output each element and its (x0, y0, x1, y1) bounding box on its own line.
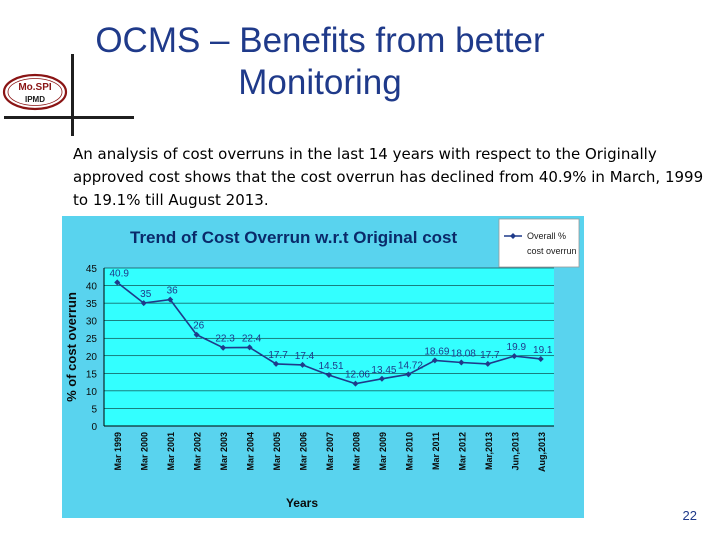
data-label: 36 (167, 286, 179, 297)
data-label: 22.3 (215, 334, 235, 345)
x-tick-label: Mar 2006 (299, 432, 309, 471)
x-tick-labels: Mar 1999 Mar 2000 Mar 2001 Mar 2002 Mar 2003… (113, 432, 547, 472)
y-tick-label: 30 (86, 317, 98, 328)
legend: Overall % cost overrun (498, 218, 580, 268)
legend-marker-swatch (510, 233, 516, 239)
data-point-marker (220, 344, 227, 351)
x-tick-label: Mar 2009 (378, 432, 388, 471)
x-tick-label: Jun,2013 (510, 432, 520, 471)
chart-title: Trend of Cost Overrun w.r.t Original cos… (130, 228, 457, 247)
x-tick-label: Mar 1999 (113, 432, 123, 471)
data-label: 14.72 (398, 360, 423, 371)
data-label: 12.06 (345, 370, 370, 381)
data-label: 19.1 (533, 345, 553, 356)
data-label: 19.9 (507, 342, 527, 353)
x-tick-label: Mar 2001 (166, 432, 176, 471)
x-tick-label: Mar 2004 (246, 432, 256, 471)
data-label: 22.4 (242, 333, 262, 344)
x-tick-label: Mar 2005 (272, 432, 282, 471)
data-point-marker (167, 296, 174, 303)
y-tick-label: 40 (86, 282, 98, 293)
data-label: 40.9 (110, 268, 130, 279)
data-point-marker (114, 279, 121, 286)
title-line-1: OCMS – Benefits from better (95, 21, 545, 60)
cost-overrun-chart: Trend of Cost Overrun w.r.t Original cos… (62, 216, 584, 518)
title-line-2: Monitoring (238, 63, 402, 102)
data-point-marker (140, 300, 147, 307)
data-label: 17.7 (268, 350, 288, 361)
y-axis-title: % of cost overrun (64, 292, 79, 402)
data-point-marker (352, 380, 359, 387)
x-tick-label: Mar 2002 (193, 432, 203, 471)
data-point-marker (378, 375, 385, 382)
data-label: 14.51 (318, 361, 343, 372)
legend-label-line-2: cost overrun (527, 246, 577, 256)
x-tick-label: Mar 2011 (431, 432, 441, 470)
data-label: 17.4 (295, 351, 315, 362)
x-tick-label: Mar 2000 (140, 432, 150, 471)
y-tick-label: 35 (86, 299, 98, 310)
data-point-marker (537, 355, 544, 362)
y-tick-label: 15 (86, 369, 98, 380)
y-tick-label: 5 (91, 404, 97, 415)
y-tick-label: 45 (86, 264, 98, 275)
data-point-marker (193, 331, 200, 338)
data-point-marker (511, 353, 518, 360)
data-point-marker (299, 361, 306, 368)
x-axis-title: Years (286, 496, 318, 510)
logo-text-mospi: Mo.SPI (18, 82, 52, 93)
axes (103, 268, 554, 427)
data-point-marker (405, 371, 412, 378)
data-label: 17.7 (480, 350, 500, 361)
data-point-marker (326, 372, 332, 379)
x-tick-label: Mar 2008 (351, 432, 361, 471)
legend-label-line-1: Overall % (527, 231, 566, 241)
data-point-marker (458, 359, 465, 366)
horizontal-rule (4, 116, 134, 119)
data-label: 13.45 (371, 365, 396, 376)
x-tick-label: Mar 2003 (219, 432, 229, 471)
plot-area (104, 268, 554, 426)
page-number: 22 (682, 508, 697, 523)
page-title: OCMS – Benefits from better Monitoring (80, 20, 560, 104)
data-point-marker (484, 360, 491, 367)
x-tick-label: Mar 2012 (457, 432, 467, 471)
x-tick-label: Mar 2007 (325, 432, 335, 471)
legend-box (498, 218, 580, 268)
data-point-marker (431, 357, 438, 364)
series-markers (114, 279, 544, 387)
data-point-marker (273, 360, 280, 367)
x-tick-label: Mar,2013 (484, 432, 494, 470)
y-tick-label: 10 (86, 387, 98, 398)
y-tick-labels: 0 5 10 15 20 25 30 35 40 45 (86, 264, 98, 433)
x-tick-label: Mar 2010 (404, 432, 414, 471)
data-label: 18.08 (451, 349, 476, 360)
data-point-marker (246, 344, 253, 351)
data-label: 26 (193, 321, 205, 332)
data-label: 18.69 (424, 346, 449, 357)
y-tick-label: 25 (86, 334, 98, 345)
intro-paragraph: An analysis of cost overruns in the last… (73, 145, 704, 209)
y-tick-label: 0 (91, 422, 97, 433)
y-tick-label: 20 (86, 352, 98, 363)
mospi-logo: Mo.SPI IPMD (2, 73, 68, 111)
x-tick-label: Aug,2013 (537, 432, 547, 472)
logo-text-ipmd: IPMD (25, 95, 45, 104)
vertical-rule (71, 54, 74, 136)
data-label: 35 (140, 289, 152, 300)
